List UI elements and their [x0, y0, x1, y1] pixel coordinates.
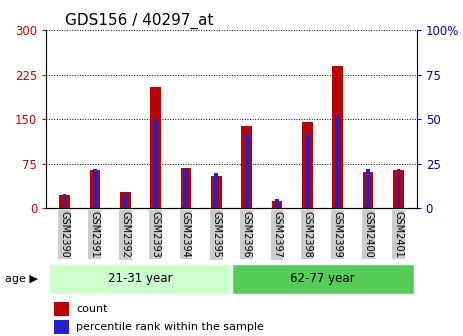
Text: GSM2397: GSM2397 [272, 211, 282, 258]
Text: GSM2399: GSM2399 [333, 211, 343, 258]
Text: GSM2401: GSM2401 [394, 211, 403, 258]
Text: GDS156 / 40297_at: GDS156 / 40297_at [65, 13, 213, 29]
Text: GSM2395: GSM2395 [211, 211, 221, 258]
Bar [336, 116, 339, 208]
Bar [124, 194, 127, 208]
Bar [181, 168, 191, 208]
Text: GSM2390: GSM2390 [60, 211, 69, 258]
Text: age ▶: age ▶ [5, 274, 38, 284]
Text: GSM2392: GSM2392 [120, 211, 130, 258]
Text: 62-77 year: 62-77 year [290, 272, 355, 285]
Text: GSM2393: GSM2393 [150, 211, 161, 258]
Text: GSM2394: GSM2394 [181, 211, 191, 258]
Bar [54, 302, 69, 316]
Bar [63, 194, 66, 208]
Bar [363, 171, 374, 208]
Bar [54, 320, 69, 334]
Text: percentile rank within the sample: percentile rank within the sample [76, 322, 264, 332]
Text: GSM2400: GSM2400 [363, 211, 373, 258]
Text: GSM2396: GSM2396 [242, 211, 252, 258]
Bar [393, 170, 404, 208]
Bar [306, 133, 309, 208]
Bar [302, 122, 313, 208]
Bar [154, 119, 157, 208]
Bar [150, 87, 161, 208]
Bar [245, 133, 249, 208]
Bar [241, 126, 252, 208]
Bar [275, 200, 279, 208]
Text: GSM2391: GSM2391 [90, 211, 100, 258]
Bar [332, 66, 343, 208]
Bar [89, 170, 100, 208]
Bar [397, 169, 400, 208]
Bar [59, 195, 70, 208]
Text: GSM2398: GSM2398 [302, 211, 313, 258]
Bar [366, 169, 370, 208]
Bar [93, 169, 97, 208]
Text: count: count [76, 304, 107, 313]
Bar [214, 173, 218, 208]
Bar [120, 192, 131, 208]
Bar [232, 264, 413, 294]
Bar [211, 176, 222, 208]
Bar [272, 201, 282, 208]
Bar [50, 264, 232, 294]
Text: 21-31 year: 21-31 year [108, 272, 173, 285]
Bar [184, 169, 188, 208]
